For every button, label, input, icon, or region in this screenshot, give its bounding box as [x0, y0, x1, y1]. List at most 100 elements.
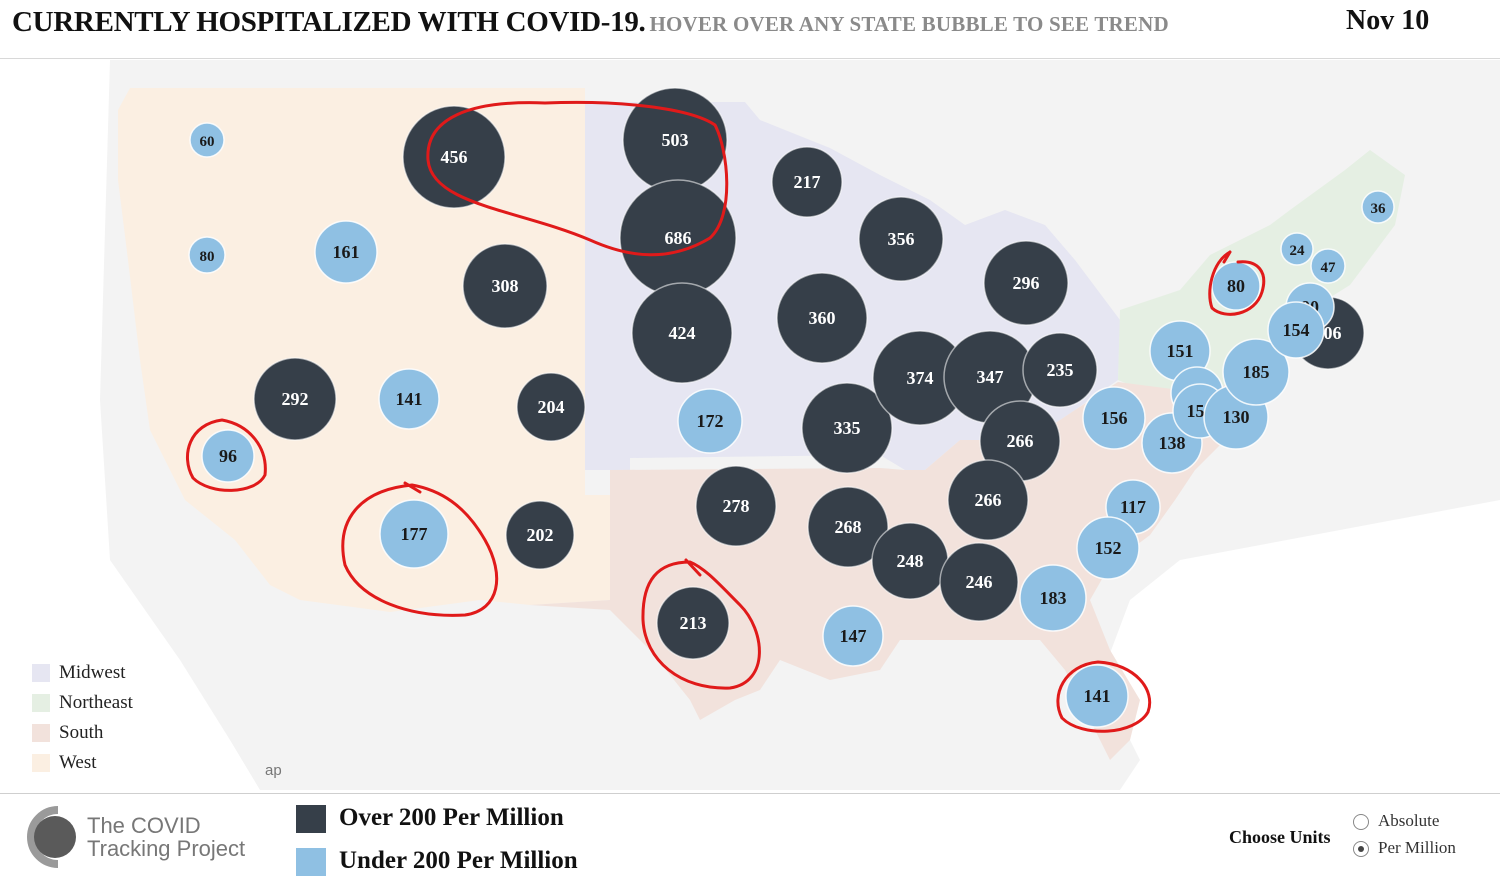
state-bubble[interactable] — [188, 236, 226, 274]
state-bubble-value: 686 — [665, 228, 692, 248]
state-bubble[interactable] — [189, 122, 225, 158]
state-bubble[interactable] — [776, 272, 868, 364]
state-bubble[interactable] — [1211, 261, 1261, 311]
state-bubble[interactable] — [1019, 564, 1087, 632]
state-bubble-value: 151 — [1167, 341, 1194, 361]
covid-tracking-logo-icon — [27, 806, 76, 868]
state-bubble[interactable] — [505, 500, 575, 570]
annotation-circle-nevada — [185, 418, 267, 492]
state-bubble-value: 266 — [975, 490, 1002, 510]
state-bubble-value: 217 — [794, 172, 821, 192]
state-bubble[interactable] — [947, 459, 1029, 541]
state-bubble-value: 60 — [200, 134, 215, 150]
state-bubble[interactable] — [695, 465, 777, 547]
region-label: South — [59, 722, 104, 743]
state-bubble[interactable] — [516, 372, 586, 442]
state-bubble-value: 177 — [401, 524, 428, 544]
state-bubble[interactable] — [201, 429, 255, 483]
state-bubble-value: 424 — [669, 323, 696, 343]
page-title: CURRENTLY HOSPITALIZED WITH COVID-19. HOV… — [12, 6, 1169, 39]
state-bubble-value: 36 — [1371, 201, 1387, 217]
state-bubble[interactable] — [462, 243, 548, 329]
region-label: Northeast — [59, 692, 133, 713]
state-bubble[interactable] — [1076, 516, 1140, 580]
per-million-radio-label[interactable]: Per Million — [1378, 838, 1456, 857]
state-bubble[interactable] — [1280, 232, 1314, 266]
state-bubble-value: 47 — [1321, 260, 1337, 276]
state-bubble[interactable] — [1267, 301, 1325, 359]
state-bubble[interactable] — [314, 220, 378, 284]
state-bubble-value: 161 — [333, 242, 360, 262]
state-bubble[interactable] — [631, 282, 733, 384]
state-bubble[interactable] — [379, 499, 449, 569]
state-bubble-value: 360 — [809, 308, 836, 328]
legend-under-label: Under 200 Per Million — [339, 847, 578, 874]
state-bubble[interactable] — [801, 382, 893, 474]
choose-units-label: Choose Units — [1229, 827, 1331, 847]
per-million-radio[interactable] — [1353, 841, 1369, 857]
state-bubble[interactable] — [402, 105, 506, 209]
state-bubble[interactable] — [858, 196, 944, 282]
state-bubble[interactable] — [253, 357, 337, 441]
logo-line-1: The COVID — [87, 813, 201, 838]
state-bubble[interactable] — [1022, 332, 1098, 408]
state-bubble-value: 130 — [1223, 407, 1250, 427]
state-bubble[interactable] — [1065, 664, 1129, 728]
state-bubble-value: 308 — [492, 276, 519, 296]
state-bubble[interactable] — [677, 388, 743, 454]
state-bubble[interactable] — [1222, 338, 1290, 406]
state-bubble-value: 246 — [966, 572, 993, 592]
state-bubble-value: 292 — [282, 389, 309, 409]
state-bubble-value: 141 — [1084, 686, 1111, 706]
region-label: Midwest — [59, 662, 126, 683]
absolute-radio[interactable] — [1353, 814, 1369, 830]
legend-swatch-under — [296, 848, 326, 876]
state-bubble[interactable] — [939, 542, 1019, 622]
state-bubble[interactable] — [1361, 190, 1395, 224]
region-swatch — [32, 724, 50, 742]
state-bubble-value: 204 — [538, 397, 565, 417]
state-bubble-value: 80 — [1227, 276, 1245, 296]
annotation-circle-florida — [1056, 660, 1152, 733]
annotation-circle-new-york — [1208, 250, 1266, 316]
state-bubble[interactable] — [771, 146, 843, 218]
state-bubble[interactable] — [807, 486, 889, 568]
state-bubble-value: 296 — [1013, 273, 1040, 293]
state-bubble-value: 456 — [441, 147, 468, 167]
state-bubble[interactable] — [822, 605, 884, 667]
logo-line-2: Tracking Project — [87, 836, 246, 861]
state-bubble-value: 235 — [1047, 360, 1074, 380]
title-text: CURRENTLY HOSPITALIZED WITH COVID-19. — [12, 6, 646, 38]
legend-swatch-over — [296, 805, 326, 833]
region-swatch — [32, 664, 50, 682]
absolute-radio-label[interactable]: Absolute — [1378, 811, 1440, 830]
map-attribution: ap — [265, 762, 282, 779]
state-bubble-value: 117 — [1120, 497, 1146, 517]
footer: The COVID Tracking Project Over 200 Per … — [0, 793, 1500, 883]
region-label: West — [59, 752, 97, 773]
bubble-layer: 60 80 161 456 503 686 217 308 424 356 360 296 292 141… — [188, 87, 1395, 728]
state-bubble-value: 183 — [1040, 588, 1067, 608]
legend-over-label: Over 200 Per Million — [339, 804, 564, 831]
state-bubble-value: 156 — [1101, 408, 1128, 428]
region-swatch — [32, 694, 50, 712]
state-bubble-value: 141 — [396, 389, 423, 409]
state-bubble-value: 335 — [834, 418, 861, 438]
state-bubble-value: 185 — [1243, 362, 1270, 382]
state-bubble-value: 138 — [1159, 433, 1186, 453]
state-bubble-value: 202 — [527, 525, 554, 545]
state-bubble-value: 266 — [1007, 431, 1034, 451]
state-bubble[interactable] — [656, 586, 730, 660]
header: CURRENTLY HOSPITALIZED WITH COVID-19. HOV… — [0, 0, 1500, 59]
state-bubble[interactable] — [378, 368, 440, 430]
annotation-circle-texas — [641, 558, 761, 690]
state-bubble-value: 374 — [907, 368, 934, 388]
state-bubble[interactable] — [1082, 386, 1146, 450]
state-bubble-value: 268 — [835, 517, 862, 537]
state-bubble-value: 172 — [697, 411, 724, 431]
state-bubble-value: 347 — [977, 367, 1004, 387]
state-bubble[interactable] — [983, 240, 1069, 326]
annotation-circle-north-plains — [426, 100, 729, 257]
date-label: Nov 10 — [1346, 5, 1430, 36]
state-bubble[interactable] — [1310, 248, 1346, 284]
